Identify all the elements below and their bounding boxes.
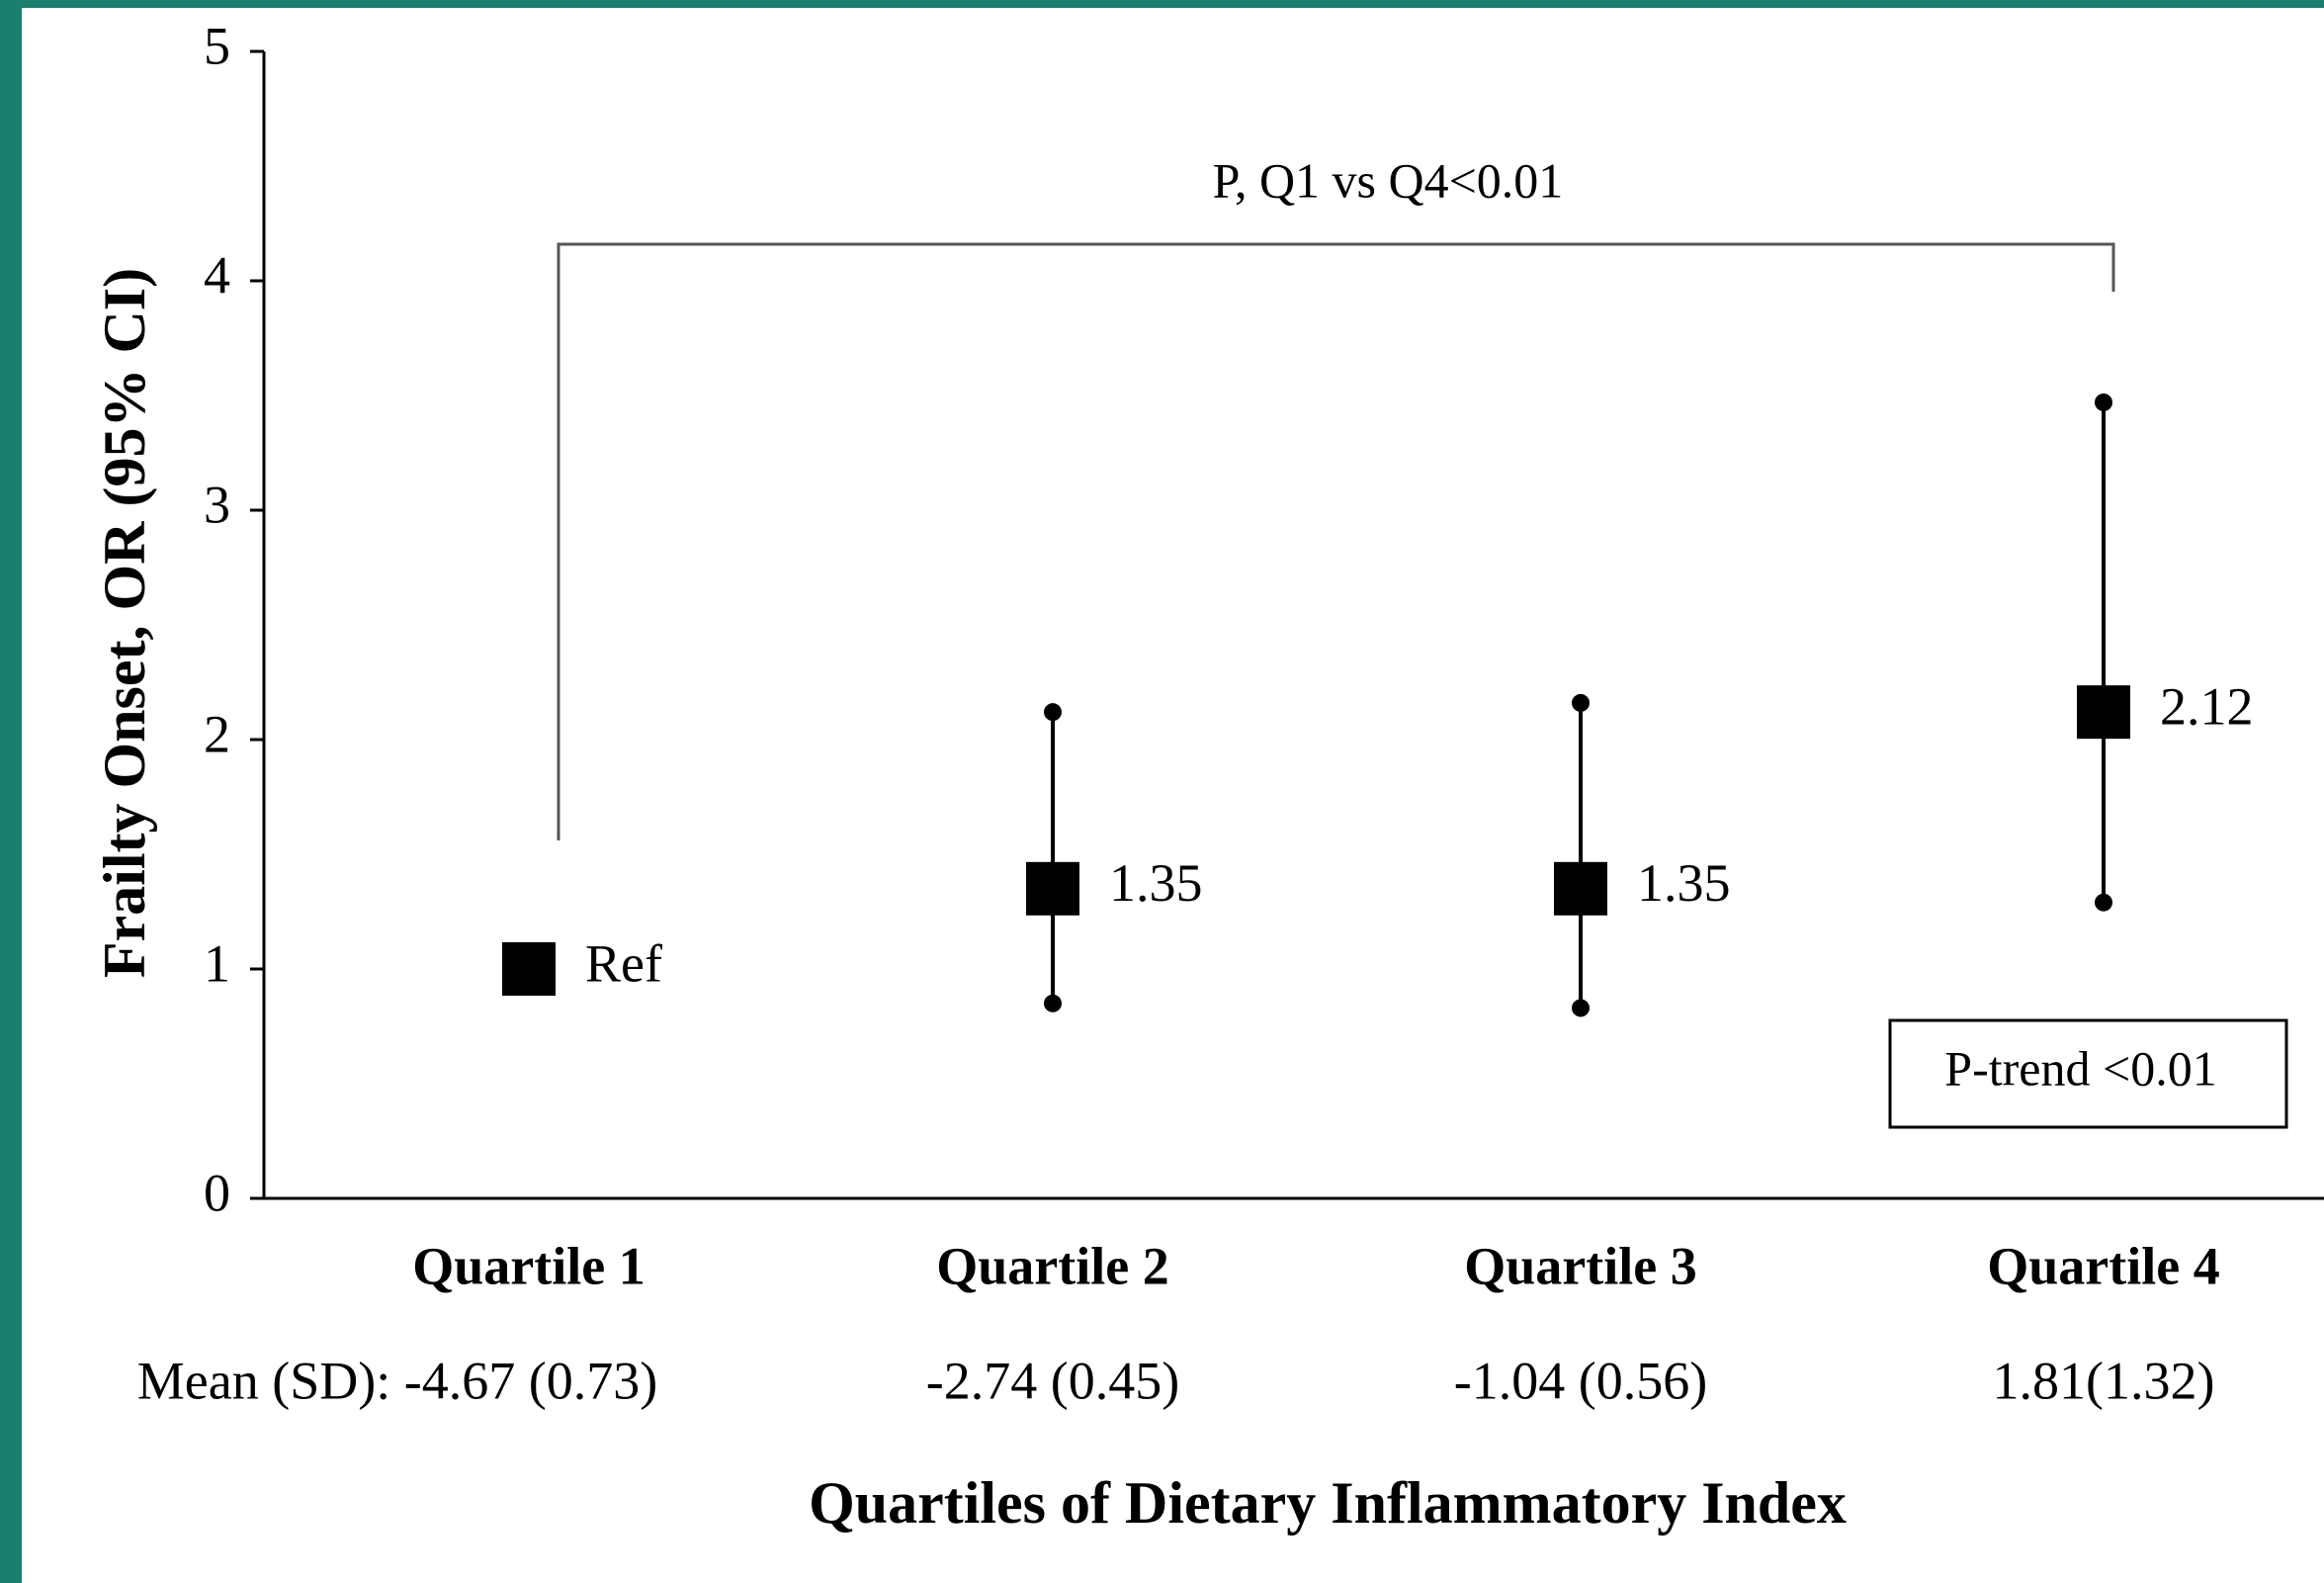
- x-sub-label: -1.04 (0.56): [1454, 1351, 1707, 1410]
- y-tick-label: 2: [204, 704, 230, 763]
- comparison-annotation: P, Q1 vs Q4<0.01: [1213, 152, 1564, 208]
- y-tick-label: 0: [204, 1163, 230, 1222]
- x-axis-title: Quartiles of Dietary Inflammatory Index: [809, 1470, 1847, 1536]
- ci-lower: [2095, 893, 2112, 912]
- y-tick-label: 3: [204, 475, 230, 534]
- x-sub-label: 1.81(1.32): [1993, 1351, 2215, 1410]
- comparison-bracket: [557, 242, 2115, 840]
- y-tick-label: 4: [204, 245, 230, 305]
- y-axis-title: Frailty Onset, OR (95% CI): [92, 268, 157, 978]
- value-label: Ref: [585, 933, 662, 993]
- plot-background: [22, 8, 2324, 1583]
- y-tick-label: 1: [204, 933, 230, 993]
- trend-annotation: P-trend <0.01: [1944, 1040, 2216, 1096]
- ci-lower: [1572, 999, 1590, 1017]
- x-tick-label: Quartile 4: [1987, 1236, 2219, 1295]
- x-tick-label: Quartile 2: [936, 1236, 1168, 1295]
- value-label: 1.35: [1637, 853, 1731, 913]
- x-tick-label: Quartile 1: [412, 1236, 645, 1295]
- value-label: 2.12: [2160, 677, 2254, 737]
- point-marker: [1554, 861, 1607, 916]
- x-sub-label: Mean (SD): -4.67 (0.73): [137, 1351, 657, 1410]
- y-tick-label: 5: [204, 16, 230, 75]
- x-tick-label: Quartile 3: [1464, 1236, 1696, 1295]
- ci-upper: [1044, 703, 1062, 722]
- value-label: 1.35: [1109, 853, 1203, 913]
- ci-upper: [1572, 693, 1590, 712]
- ci-lower: [1044, 994, 1062, 1012]
- point-marker: [1026, 861, 1079, 916]
- x-sub-label: -2.74 (0.45): [926, 1351, 1179, 1410]
- point-marker: [502, 942, 556, 996]
- trend-box: [1888, 1018, 2288, 1129]
- ci-upper: [2095, 393, 2112, 411]
- point-marker: [2077, 685, 2130, 740]
